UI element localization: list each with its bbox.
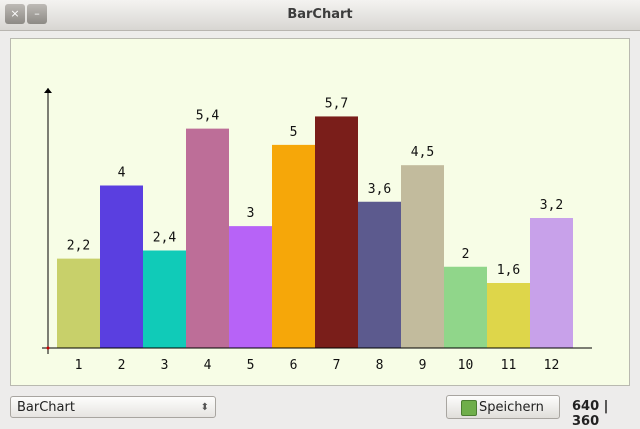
close-button[interactable]: × xyxy=(5,4,25,24)
bar xyxy=(530,218,573,348)
title-bar: × – BarChart xyxy=(0,0,640,31)
chart: 2,2 1 4 2 2,4 3 5,4 4 3 5 5 6 5,7 7 3,6 8 4,5 9 2 10 1,6 11 3,… xyxy=(10,38,630,386)
origin xyxy=(46,346,50,350)
value-label: 3 xyxy=(247,206,255,221)
value-label: 1,6 xyxy=(497,263,520,278)
bar xyxy=(100,185,143,348)
bar xyxy=(444,266,487,348)
x-tick-label: 4 xyxy=(204,358,212,373)
x-tick-label: 8 xyxy=(376,358,384,373)
x-tick-label: 5 xyxy=(247,358,255,373)
bar xyxy=(358,201,401,348)
bar xyxy=(487,283,530,348)
value-label: 3,2 xyxy=(540,198,563,213)
minimize-button[interactable]: – xyxy=(27,4,47,24)
dropdown-text: BarChart xyxy=(17,400,75,415)
value-label: 4 xyxy=(118,166,126,181)
x-tick-label: 11 xyxy=(501,358,517,373)
x-tick-label: 12 xyxy=(544,358,560,373)
size-label: 640 | 360 xyxy=(572,399,609,429)
value-label: 2 xyxy=(462,247,470,262)
bar xyxy=(186,128,229,348)
save-label: Speichern xyxy=(479,400,544,415)
x-tick-label: 10 xyxy=(458,358,474,373)
window-title: BarChart xyxy=(287,7,353,22)
value-label: 3,6 xyxy=(368,182,391,197)
dropdown-arrow: ⬍ xyxy=(200,402,209,413)
value-label: 5 xyxy=(290,125,298,140)
value-label: 5,7 xyxy=(325,96,348,111)
bar xyxy=(272,144,315,348)
x-tick-label: 2 xyxy=(118,358,126,373)
bar xyxy=(401,165,444,348)
x-tick-label: 7 xyxy=(333,358,341,373)
y-axis-arrow xyxy=(44,88,52,93)
value-label: 5,4 xyxy=(196,109,220,124)
bar xyxy=(315,116,358,348)
bar xyxy=(57,258,100,348)
save-button[interactable]: Speichern xyxy=(446,395,560,419)
x-tick-label: 1 xyxy=(75,358,83,373)
x-tick-label: 3 xyxy=(161,358,169,373)
x-tick-label: 6 xyxy=(290,358,298,373)
save-icon xyxy=(461,400,477,416)
value-label: 4,5 xyxy=(411,145,434,160)
value-label: 2,2 xyxy=(67,239,90,254)
value-label: 2,4 xyxy=(153,231,177,246)
x-tick-label: 9 xyxy=(419,358,427,373)
bar xyxy=(143,250,186,348)
bar xyxy=(229,226,272,348)
chart-type-dropdown[interactable]: BarChart ⬍ xyxy=(10,396,216,418)
